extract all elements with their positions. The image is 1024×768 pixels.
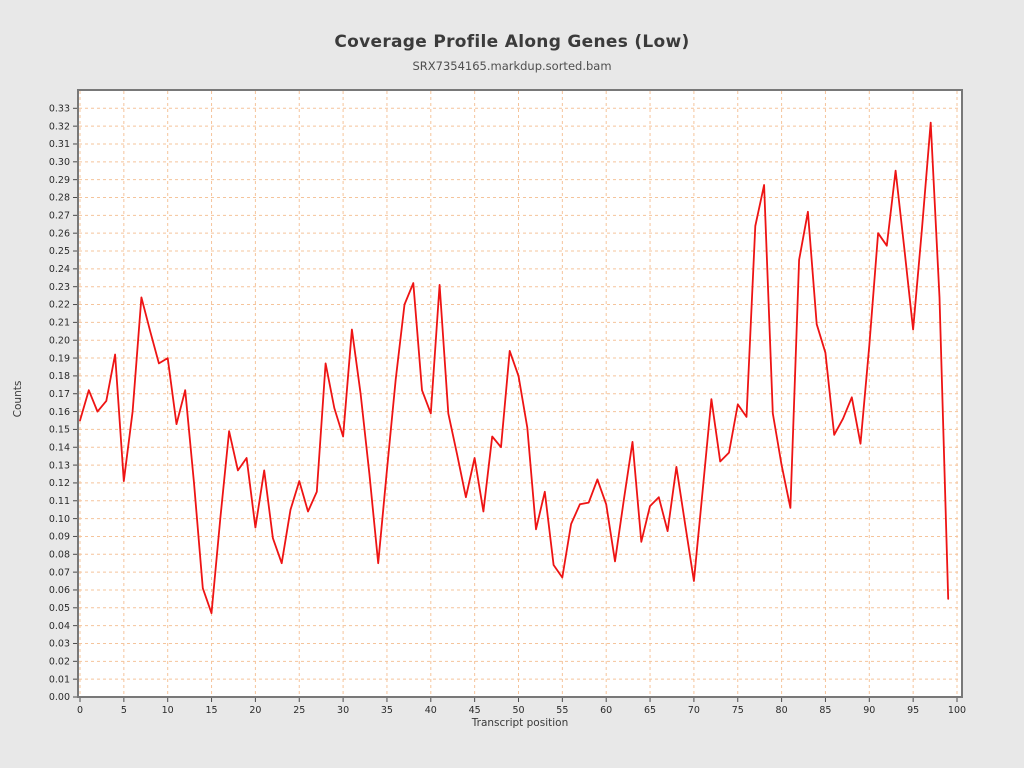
svg-text:0.08: 0.08 <box>49 549 70 560</box>
svg-text:0.16: 0.16 <box>49 407 70 418</box>
svg-text:0.17: 0.17 <box>49 389 70 400</box>
plot-border <box>77 89 963 698</box>
svg-text:0.23: 0.23 <box>49 282 70 293</box>
svg-text:90: 90 <box>863 705 875 716</box>
svg-text:0.00: 0.00 <box>49 692 70 703</box>
svg-text:0.20: 0.20 <box>49 335 70 346</box>
svg-text:20: 20 <box>249 705 261 716</box>
y-axis-label: Counts <box>12 380 24 418</box>
svg-text:100: 100 <box>948 705 966 716</box>
svg-text:30: 30 <box>337 705 349 716</box>
svg-text:0.05: 0.05 <box>49 603 70 614</box>
svg-text:40: 40 <box>425 705 437 716</box>
svg-text:0.12: 0.12 <box>49 478 70 489</box>
svg-text:25: 25 <box>293 705 305 716</box>
svg-text:0.24: 0.24 <box>49 264 70 275</box>
svg-text:0.06: 0.06 <box>49 585 70 596</box>
svg-text:95: 95 <box>907 705 919 716</box>
svg-text:15: 15 <box>206 705 218 716</box>
svg-text:0.25: 0.25 <box>49 246 70 257</box>
svg-text:0.29: 0.29 <box>49 175 70 186</box>
svg-text:75: 75 <box>732 705 744 716</box>
svg-text:0.28: 0.28 <box>49 193 70 204</box>
svg-text:5: 5 <box>121 705 127 716</box>
grid-lines <box>79 91 961 696</box>
svg-text:0.18: 0.18 <box>49 371 70 382</box>
svg-text:0.27: 0.27 <box>49 211 70 222</box>
y-tick-labels: 0.00 0.01 0.02 0.03 0.04 0.05 0.06 0.07 0.08 0.09… <box>49 104 70 704</box>
svg-text:0.21: 0.21 <box>49 318 70 329</box>
svg-text:0.02: 0.02 <box>49 657 70 668</box>
chart-subtitle: SRX7354165.markdup.sorted.bam <box>412 59 612 73</box>
svg-text:50: 50 <box>512 705 524 716</box>
svg-text:0.01: 0.01 <box>49 674 70 685</box>
svg-text:0.15: 0.15 <box>49 425 70 436</box>
svg-text:0.26: 0.26 <box>49 228 70 239</box>
svg-text:0.31: 0.31 <box>49 139 70 150</box>
svg-text:0.07: 0.07 <box>49 567 70 578</box>
svg-text:80: 80 <box>776 705 788 716</box>
svg-text:65: 65 <box>644 705 656 716</box>
svg-text:0.30: 0.30 <box>49 157 70 168</box>
svg-text:0.03: 0.03 <box>49 639 70 650</box>
svg-text:0.19: 0.19 <box>49 353 70 364</box>
svg-text:45: 45 <box>469 705 481 716</box>
coverage-series-line <box>79 121 950 615</box>
svg-text:0.04: 0.04 <box>49 621 70 632</box>
svg-text:55: 55 <box>556 705 568 716</box>
x-axis-label: Transcript position <box>471 717 569 729</box>
svg-text:10: 10 <box>162 705 174 716</box>
svg-text:0.10: 0.10 <box>49 514 70 525</box>
svg-text:0.22: 0.22 <box>49 300 70 311</box>
svg-text:70: 70 <box>688 705 700 716</box>
svg-text:0.09: 0.09 <box>49 532 70 543</box>
svg-text:0.33: 0.33 <box>49 104 70 115</box>
svg-text:60: 60 <box>600 705 612 716</box>
svg-text:0.11: 0.11 <box>49 496 70 507</box>
axis-ticks <box>73 107 958 702</box>
svg-text:0.32: 0.32 <box>49 121 70 132</box>
svg-text:35: 35 <box>381 705 393 716</box>
chart-title: Coverage Profile Along Genes (Low) <box>334 32 690 52</box>
x-tick-labels: 0 5 10 15 20 25 30 35 40 45 50 55 60 65 70 75 80 85 90 95 10… <box>77 705 966 716</box>
svg-text:0.14: 0.14 <box>49 442 70 453</box>
svg-text:0: 0 <box>77 705 83 716</box>
svg-text:85: 85 <box>819 705 831 716</box>
svg-text:0.13: 0.13 <box>49 460 70 471</box>
